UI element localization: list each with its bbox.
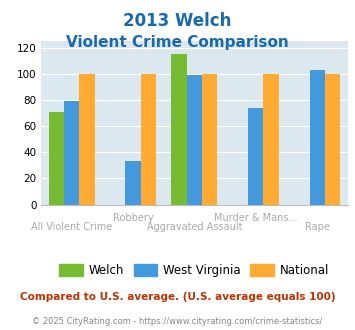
- Bar: [79, 74, 94, 205]
- Text: All Violent Crime: All Violent Crime: [31, 222, 112, 232]
- Bar: [263, 74, 279, 205]
- Bar: [202, 74, 217, 205]
- Bar: [248, 108, 263, 205]
- Text: Aggravated Assault: Aggravated Assault: [147, 222, 242, 232]
- Text: © 2025 CityRating.com - https://www.cityrating.com/crime-statistics/: © 2025 CityRating.com - https://www.city…: [32, 317, 323, 326]
- Bar: [325, 74, 340, 205]
- Bar: [310, 70, 325, 205]
- Bar: [64, 101, 79, 205]
- Bar: [125, 161, 141, 205]
- Text: Compared to U.S. average. (U.S. average equals 100): Compared to U.S. average. (U.S. average …: [20, 292, 335, 302]
- Bar: [49, 112, 64, 205]
- Bar: [187, 75, 202, 205]
- Text: 2013 Welch: 2013 Welch: [123, 12, 232, 30]
- Bar: [171, 54, 187, 205]
- Bar: [141, 74, 156, 205]
- Text: Rape: Rape: [305, 222, 330, 232]
- Legend: Welch, West Virginia, National: Welch, West Virginia, National: [55, 259, 334, 282]
- Text: Violent Crime Comparison: Violent Crime Comparison: [66, 35, 289, 50]
- Text: Murder & Mans...: Murder & Mans...: [214, 213, 297, 223]
- Text: Robbery: Robbery: [113, 213, 153, 223]
